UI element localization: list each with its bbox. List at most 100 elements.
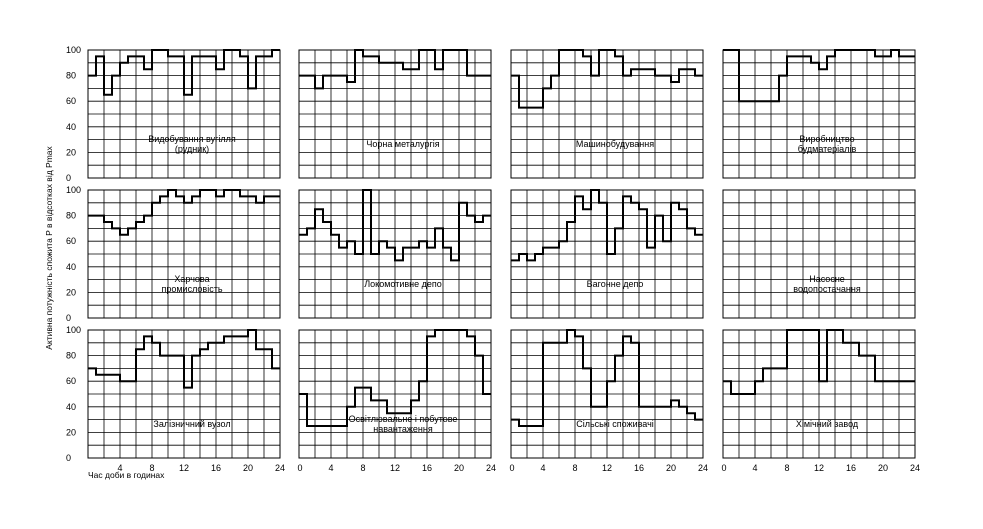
series-point: [358, 253, 359, 254]
series-point: [734, 49, 735, 50]
chart-panel: 0 4 8 12 16 20 24 Хімічний завод: [721, 329, 920, 473]
series-point: [195, 196, 196, 197]
series-point: [243, 56, 244, 57]
series-point: [790, 56, 791, 57]
series-point: [155, 49, 156, 50]
series-point: [374, 400, 375, 401]
plot-frame: [510, 189, 704, 319]
series-point: [462, 49, 463, 50]
series-line: [511, 189, 703, 262]
series-point: [414, 247, 415, 248]
series-point: [203, 349, 204, 350]
series-point: [806, 56, 807, 57]
series-line: [88, 49, 280, 96]
series-point: [910, 56, 911, 57]
series-point: [259, 349, 260, 350]
series-line: [723, 49, 915, 103]
panel-label: навантаження: [373, 424, 433, 434]
series-point: [666, 241, 667, 242]
series-point: [219, 69, 220, 70]
series-point: [350, 241, 351, 242]
panel-label: Хімічний завод: [796, 419, 859, 429]
x-tick-label: 4: [540, 463, 545, 473]
series-point: [674, 81, 675, 82]
series-point: [838, 49, 839, 50]
series-point: [750, 393, 751, 394]
chart-panel: 0 4 8 12 16 20 24 Освітлювальне і побутовенаван…: [297, 329, 496, 473]
series-line: [723, 329, 915, 395]
series-point: [91, 368, 92, 369]
series-point: [430, 336, 431, 337]
x-tick-label: 12: [390, 463, 400, 473]
series-point: [586, 56, 587, 57]
series-point: [822, 381, 823, 382]
series-point: [822, 69, 823, 70]
plot-frame: [510, 329, 704, 459]
series-point: [674, 400, 675, 401]
series-point: [334, 425, 335, 426]
series-point: [115, 75, 116, 76]
series-point: [626, 336, 627, 337]
series-point: [195, 56, 196, 57]
series-point: [750, 101, 751, 102]
series-point: [650, 406, 651, 407]
series-point: [382, 62, 383, 63]
y-tick-label: 100: [66, 45, 81, 55]
series-point: [626, 75, 627, 76]
series-point: [894, 381, 895, 382]
panel-label: Харчова: [174, 274, 209, 284]
series-point: [562, 241, 563, 242]
y-tick-label: 60: [66, 96, 76, 106]
series-point: [179, 196, 180, 197]
series-point: [538, 425, 539, 426]
series-point: [554, 342, 555, 343]
series-point: [650, 247, 651, 248]
x-tick-label: 0: [721, 463, 726, 473]
series-point: [570, 329, 571, 330]
series-point: [275, 49, 276, 50]
series-point: [902, 56, 903, 57]
series-point: [227, 49, 228, 50]
y-tick-label: 60: [66, 236, 76, 246]
series-point: [414, 400, 415, 401]
series-point: [139, 349, 140, 350]
y-axis-title: Активна потужність спожита P в відсотках…: [44, 146, 54, 350]
series-point: [390, 247, 391, 248]
series-point: [798, 56, 799, 57]
series-point: [454, 329, 455, 330]
series-point: [470, 75, 471, 76]
series-point: [666, 75, 667, 76]
x-tick-label: 20: [878, 463, 888, 473]
x-tick-label: 8: [572, 463, 577, 473]
series-point: [398, 62, 399, 63]
series-point: [514, 419, 515, 420]
series-point: [430, 247, 431, 248]
plot-frame: [722, 189, 916, 319]
series-point: [682, 406, 683, 407]
series-point: [147, 215, 148, 216]
series-point: [726, 381, 727, 382]
series-point: [310, 75, 311, 76]
y-tick-label: 100: [66, 325, 81, 335]
panel-label: Вагонне депо: [587, 279, 644, 289]
panel-label: Машинобудування: [576, 139, 654, 149]
series-point: [406, 247, 407, 248]
series-point: [554, 247, 555, 248]
series-point: [107, 221, 108, 222]
series-point: [227, 336, 228, 337]
series-point: [562, 342, 563, 343]
series-point: [211, 56, 212, 57]
x-tick-label: 24: [275, 463, 285, 473]
x-tick-label: 20: [666, 463, 676, 473]
series-line: [299, 329, 491, 427]
series-point: [326, 425, 327, 426]
panel-label: Чорна металургія: [366, 139, 439, 149]
series-point: [838, 329, 839, 330]
series-point: [690, 69, 691, 70]
series-point: [179, 355, 180, 356]
series-point: [243, 336, 244, 337]
series-point: [514, 75, 515, 76]
